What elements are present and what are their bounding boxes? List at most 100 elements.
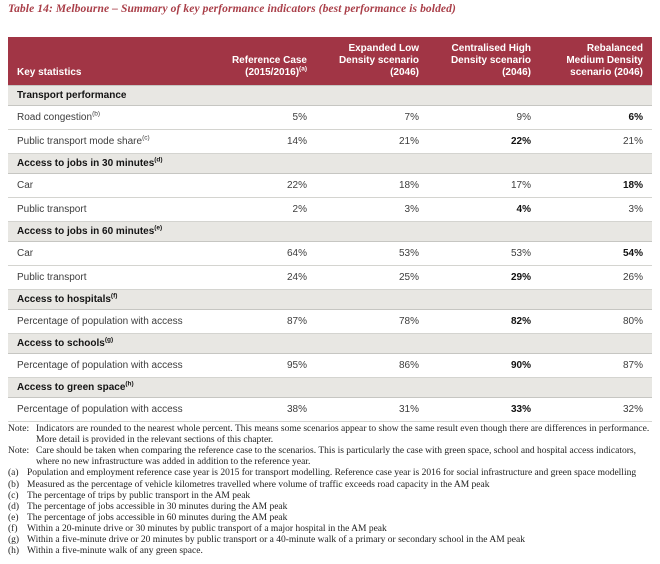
cell-value: 53% [316, 241, 428, 267]
cell-value: 4% [428, 197, 540, 223]
footnote-marker: (b) [92, 111, 101, 119]
cell-value: 54% [540, 241, 652, 267]
footnote-marker: (g) [104, 337, 114, 345]
cell-value: 87% [204, 309, 316, 335]
cell-value: 21% [540, 129, 652, 155]
footnote: (h) Within a five-minute walk of any gree… [8, 546, 654, 557]
cell-value: 86% [316, 353, 428, 379]
table-row: Percentage of population with access 87% 7… [8, 309, 652, 335]
cell-value: 53% [428, 241, 540, 267]
footnote-text: The percentage of jobs accessible in 60 … [27, 512, 288, 523]
footnote-marker: (a) [299, 65, 307, 73]
footnote-text: Population and employment reference case… [27, 468, 637, 479]
footnote-text: Within a five-minute walk of any green s… [27, 546, 203, 557]
section-label: Transport performance [8, 85, 652, 107]
note-label: Note: [8, 446, 30, 457]
row-label: Percentage of population with access [8, 309, 204, 335]
cell-value: 64% [204, 241, 316, 267]
table-row: Road congestion(b) 5% 7% 9% 6% [8, 105, 652, 131]
table-row: Car 64% 53% 53% 54% [8, 241, 652, 267]
footnote-text: The percentage of jobs accessible in 30 … [27, 501, 288, 512]
section-row: Access to jobs in 60 minutes(e) [8, 221, 652, 243]
column-header-reference-case: Reference Case (2015/2016)(a) [204, 37, 316, 86]
cell-value: 24% [204, 265, 316, 291]
table-row: Public transport 24% 25% 29% 26% [8, 265, 652, 291]
cell-value: 87% [540, 353, 652, 379]
cell-value: 14% [204, 129, 316, 155]
cell-value: 31% [316, 397, 428, 423]
footnote: (e) The percentage of jobs accessible in … [8, 513, 654, 524]
cell-value: 82% [428, 309, 540, 335]
footnote-text: Within a 20-minute drive or 30 minutes b… [27, 523, 387, 534]
row-label: Percentage of population with access [8, 397, 204, 423]
cell-value: 18% [540, 173, 652, 199]
footnote-label: (c) [8, 490, 19, 501]
footnote-label: (g) [8, 535, 20, 546]
cell-value: 6% [540, 105, 652, 131]
footnote-text: Within a five-minute drive or 20 minutes… [27, 535, 525, 546]
footnote-marker: (f) [110, 293, 118, 301]
notes-section: Note: Indicators are rounded to the neare… [8, 424, 654, 557]
footnote-text: The percentage of trips by public transp… [27, 490, 251, 501]
footnote-text: Measured as the percentage of vehicle ki… [27, 479, 490, 490]
column-header-centralised-high-density: Centralised High Density scenario (2046) [428, 37, 540, 86]
table-row: Percentage of population with access 95% 8… [8, 353, 652, 379]
section-label: Access to hospitals(f) [8, 289, 652, 311]
column-header-rebalanced-medium-density: Rebalanced Medium Density scenario (2046… [540, 37, 652, 86]
table-row: Car 22% 18% 17% 18% [8, 173, 652, 199]
column-header-key-statistics: Key statistics [8, 37, 204, 86]
cell-value: 25% [316, 265, 428, 291]
table-row: Public transport mode share(c) 14% 21% 22% 2… [8, 129, 652, 155]
cell-value: 17% [428, 173, 540, 199]
cell-value: 21% [316, 129, 428, 155]
cell-value: 38% [204, 397, 316, 423]
footnote: (a) Population and employment reference c… [8, 468, 654, 479]
table-row: Public transport 2% 3% 4% 3% [8, 197, 652, 223]
row-label: Public transport [8, 265, 204, 291]
section-label: Access to green space(h) [8, 377, 652, 399]
table-header: Key statistics Reference Case (2015/2016… [8, 37, 652, 86]
section-label: Access to schools(g) [8, 333, 652, 355]
row-label: Public transport [8, 197, 204, 223]
cell-value: 90% [428, 353, 540, 379]
footnote: (f) Within a 20-minute drive or 30 minute… [8, 524, 654, 535]
cell-value: 33% [428, 397, 540, 423]
kpi-table: Key statistics Reference Case (2015/2016… [8, 37, 652, 423]
section-row: Access to hospitals(f) [8, 289, 652, 311]
cell-value: 22% [428, 129, 540, 155]
footnote-label: (a) [8, 468, 19, 479]
footnote-marker: (e) [154, 225, 163, 233]
footnote: (c) The percentage of trips by public tra… [8, 491, 654, 502]
note: Note: Indicators are rounded to the neare… [8, 424, 654, 446]
cell-value: 3% [316, 197, 428, 223]
footnote-label: (b) [8, 479, 20, 490]
section-row: Access to jobs in 30 minutes(d) [8, 153, 652, 175]
header-row: Key statistics Reference Case (2015/2016… [8, 37, 652, 86]
section-row: Access to schools(g) [8, 333, 652, 355]
table-row: Percentage of population with access 38% 3… [8, 397, 652, 423]
footnote: (d) The percentage of jobs accessible in … [8, 502, 654, 513]
footnote-label: (f) [8, 523, 18, 534]
footnote-label: (e) [8, 512, 19, 523]
note: Note: Care should be taken when comparing… [8, 446, 654, 468]
cell-value: 18% [316, 173, 428, 199]
section-row: Access to green space(h) [8, 377, 652, 399]
cell-value: 80% [540, 309, 652, 335]
cell-value: 7% [316, 105, 428, 131]
section-row: Transport performance [8, 85, 652, 107]
cell-value: 3% [540, 197, 652, 223]
footnote-label: (d) [8, 501, 20, 512]
row-label: Road congestion(b) [8, 105, 204, 131]
cell-value: 78% [316, 309, 428, 335]
cell-value: 29% [428, 265, 540, 291]
cell-value: 9% [428, 105, 540, 131]
column-header-expanded-low-density: Expanded Low Density scenario (2046) [316, 37, 428, 86]
footnote: (g) Within a five-minute drive or 20 minu… [8, 535, 654, 546]
note-label: Note: [8, 424, 30, 434]
row-label: Percentage of population with access [8, 353, 204, 379]
section-label: Access to jobs in 30 minutes(d) [8, 153, 652, 175]
row-label: Car [8, 241, 204, 267]
footnote-marker: (d) [154, 157, 163, 165]
note-text: Indicators are rounded to the nearest wh… [36, 424, 650, 446]
